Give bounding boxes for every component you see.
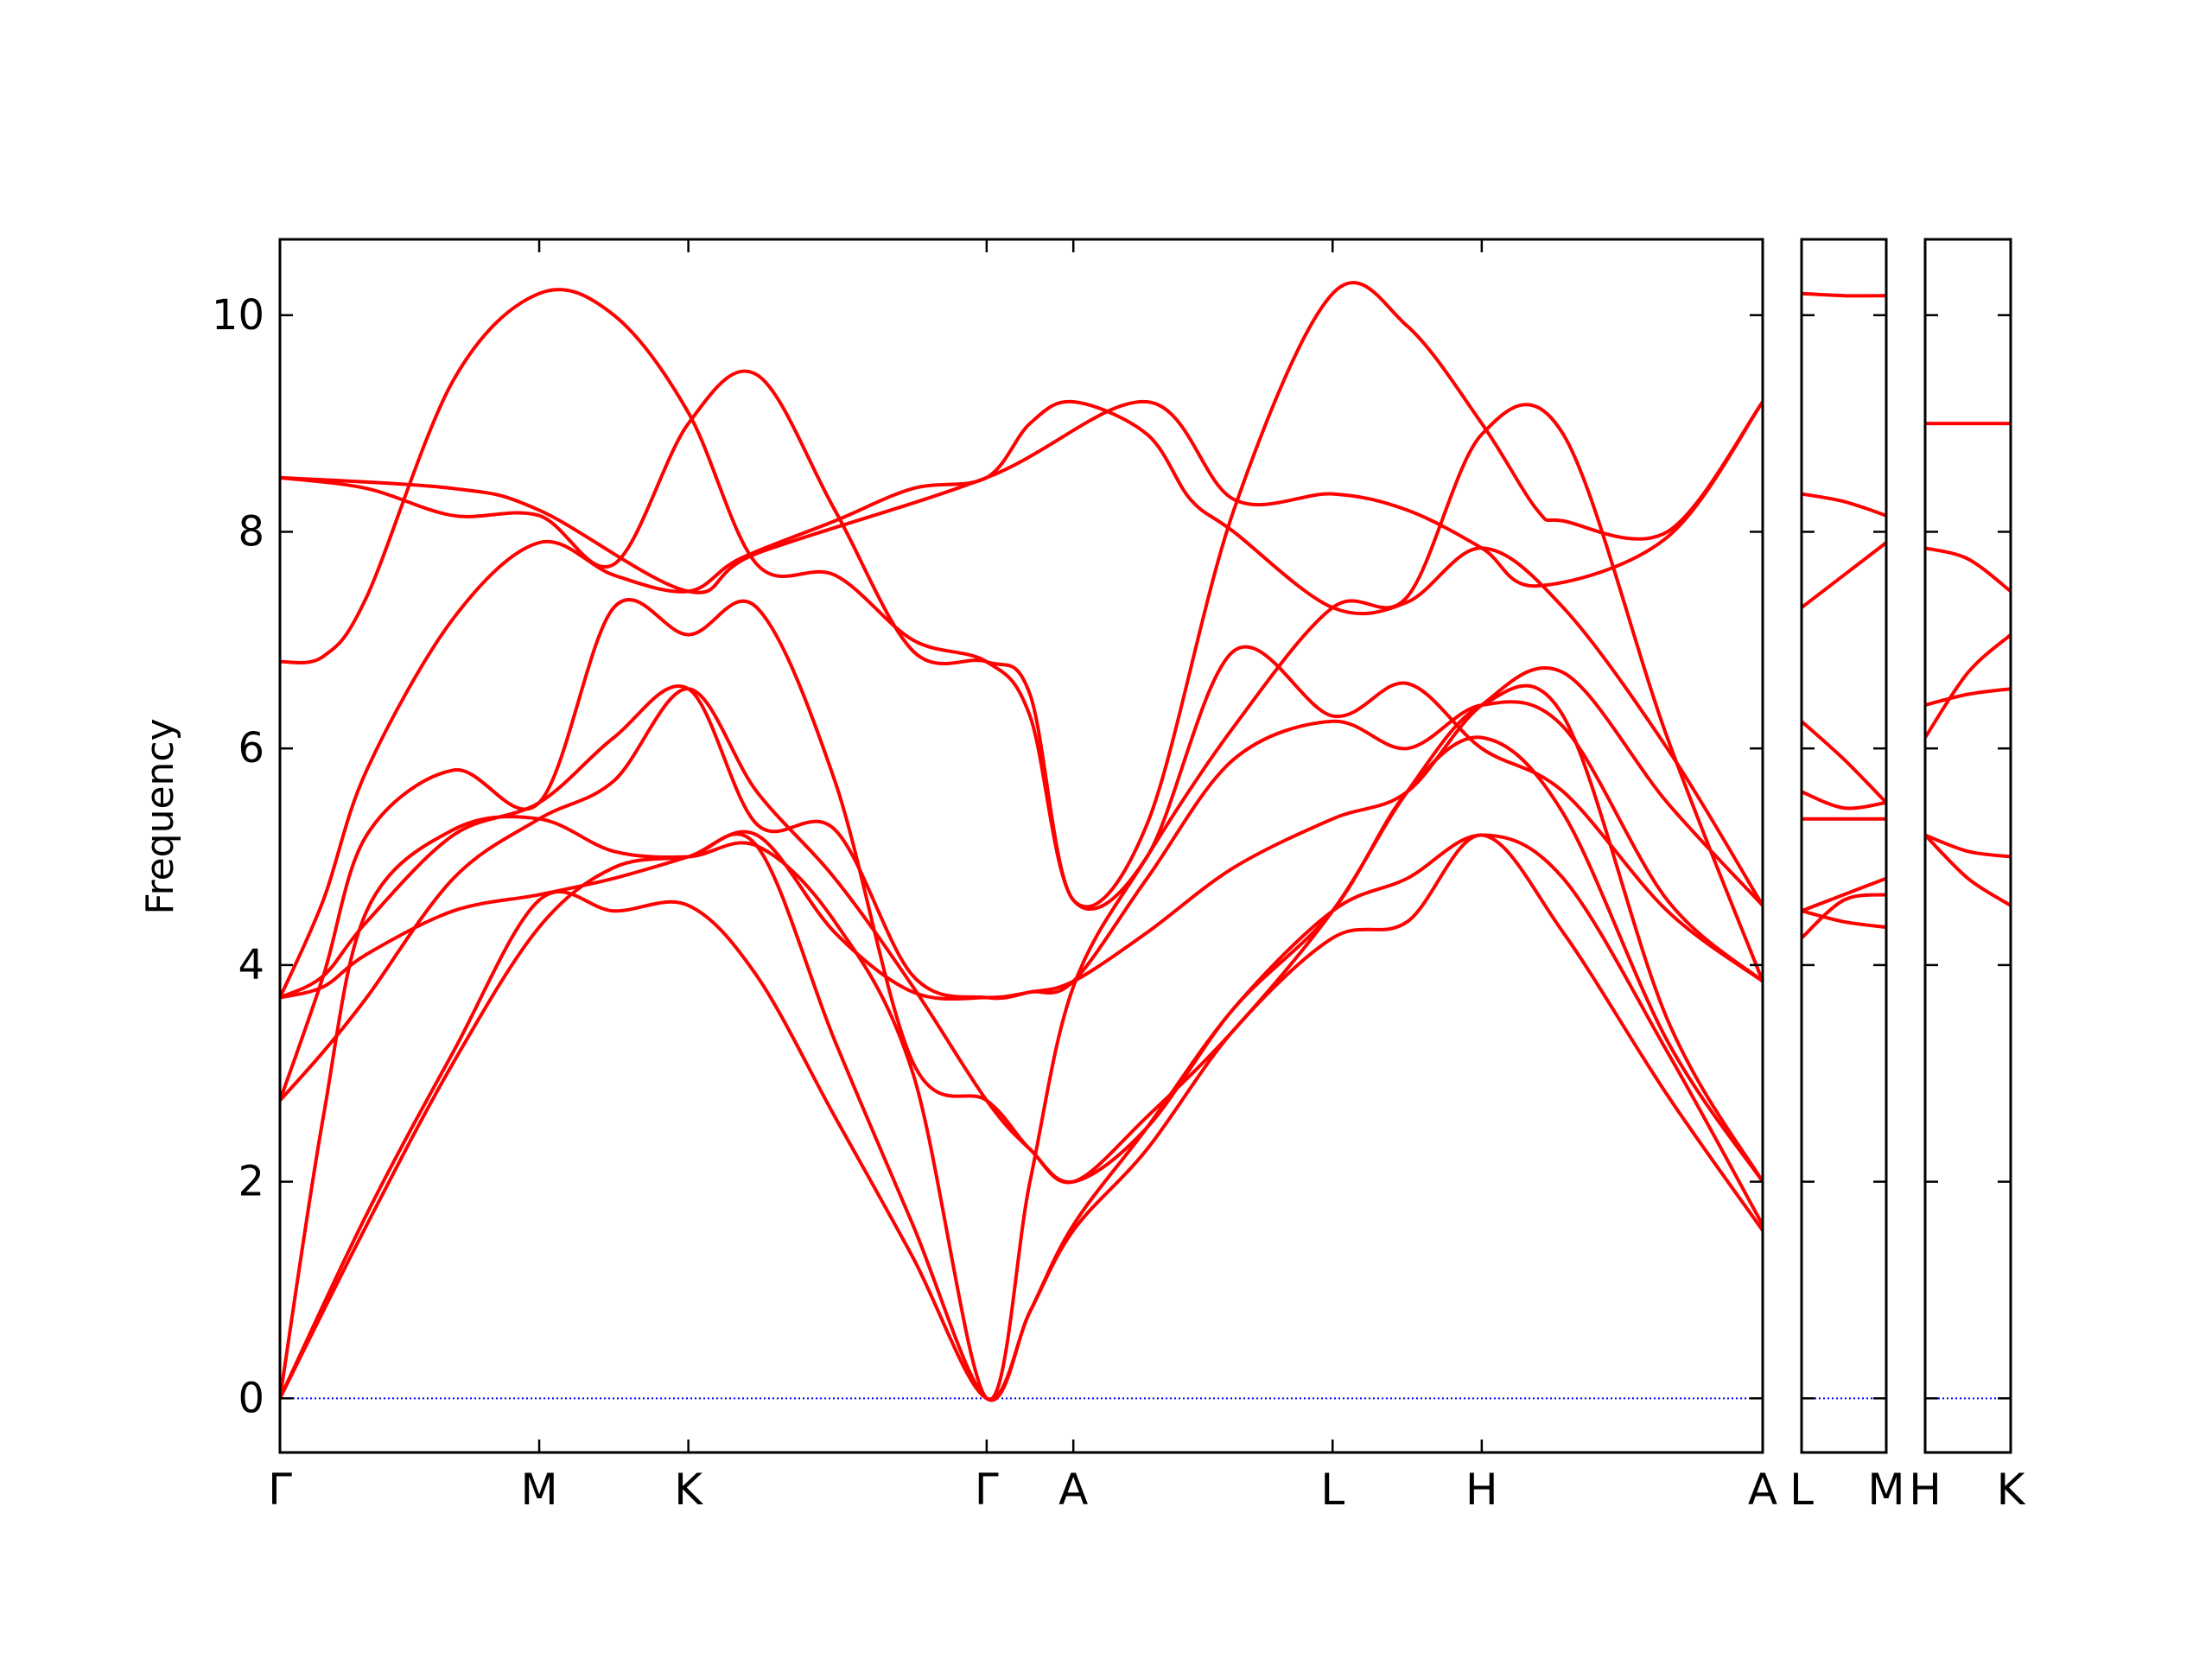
panel-frame bbox=[1800, 238, 1888, 1454]
x-tick-label: K bbox=[674, 1465, 703, 1515]
band-line bbox=[1925, 833, 2011, 859]
band-line bbox=[1925, 687, 2011, 707]
y-tick-label: 0 bbox=[238, 1374, 264, 1422]
y-tick-label: 10 bbox=[212, 291, 264, 340]
band-line bbox=[1802, 492, 1886, 518]
band-line bbox=[280, 403, 1763, 1402]
x-tick-label: M bbox=[520, 1465, 557, 1515]
y-tick-label: 6 bbox=[238, 724, 264, 772]
x-tick-label: Γ bbox=[975, 1465, 999, 1515]
y-axis-label: Frequency bbox=[138, 718, 182, 914]
y-tick-label: 8 bbox=[238, 507, 264, 556]
x-tick-label: A bbox=[1748, 1465, 1777, 1515]
y-tick-label: 4 bbox=[238, 941, 264, 989]
band-line bbox=[280, 399, 1763, 594]
band-line bbox=[1802, 291, 1886, 298]
band-line bbox=[280, 399, 1763, 1000]
band-line bbox=[280, 281, 1763, 909]
x-tick-label: H bbox=[1909, 1465, 1942, 1515]
band-line bbox=[1802, 541, 1886, 610]
panel-frame bbox=[278, 238, 1764, 1454]
band-line bbox=[1802, 909, 1886, 929]
band-line bbox=[1925, 632, 2011, 740]
panel-1: 0 2 4 6 8 10 Γ M K Γ A L H A bbox=[212, 238, 1777, 1515]
band-line bbox=[280, 832, 1763, 1402]
band-line bbox=[280, 833, 1763, 1402]
band-lines bbox=[280, 281, 1763, 1402]
band-line bbox=[280, 666, 1763, 1001]
band-line bbox=[1802, 876, 1886, 913]
band-line bbox=[280, 687, 1763, 1184]
x-tick-label: H bbox=[1465, 1465, 1498, 1515]
y-tick-label: 2 bbox=[238, 1158, 264, 1206]
x-tick-label: M bbox=[1867, 1465, 1904, 1515]
band-line bbox=[1925, 833, 2011, 907]
x-tick-label: Γ bbox=[268, 1465, 292, 1515]
band-line bbox=[1802, 719, 1886, 804]
panel-frame bbox=[1923, 238, 2012, 1454]
band-line bbox=[1802, 893, 1886, 940]
band-line bbox=[280, 288, 1763, 983]
band-lines bbox=[1802, 291, 1886, 1400]
band-line bbox=[1925, 546, 2011, 594]
x-tick-label: L bbox=[1789, 1465, 1814, 1515]
x-tick-label: L bbox=[1320, 1465, 1344, 1515]
x-tick-label: A bbox=[1058, 1465, 1088, 1515]
band-line bbox=[1802, 790, 1886, 810]
x-tick-label: K bbox=[1997, 1465, 2026, 1515]
band-line bbox=[280, 598, 1763, 1185]
band-lines bbox=[1925, 422, 2011, 1400]
